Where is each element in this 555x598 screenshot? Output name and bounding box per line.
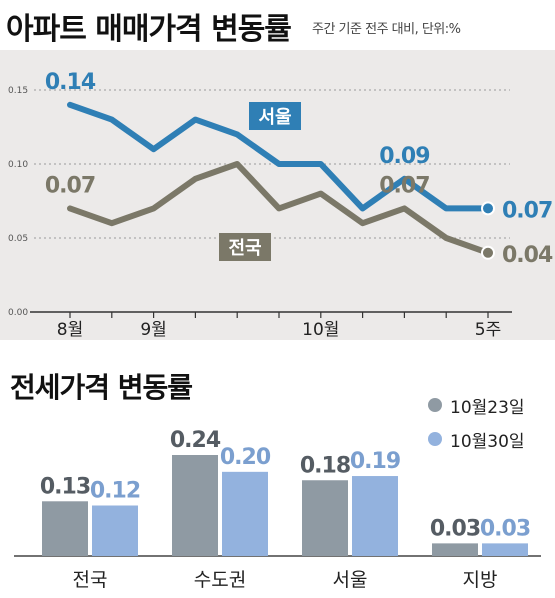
- y-tick-label: 0.15: [8, 86, 28, 96]
- x-tick-label: 5주: [475, 320, 501, 340]
- bar-value-label: 0.03: [430, 516, 480, 541]
- bar-value-label: 0.13: [40, 474, 90, 499]
- bar: [352, 476, 398, 556]
- data-label: 0.07: [502, 198, 552, 223]
- bar: [432, 543, 478, 556]
- category-label: 수도권: [194, 569, 246, 591]
- line-chart: 0.00 0.05 0.10 0.15 8월 9월 10월 5주 0.14 0.09 0.07 서울 0…: [8, 70, 554, 340]
- line-chart-title: 아파트 매매가격 변동률: [6, 12, 292, 47]
- category-label: 지방: [463, 569, 498, 591]
- bar-chart: 0.13 0.12 전국 0.240.20 수도권 0.18 0.19 서울 0.03 0.03 지…: [14, 428, 541, 591]
- legend-dot-series-2: [428, 432, 442, 446]
- bar: [172, 455, 218, 556]
- legend-label-series-1: 10월23일: [450, 397, 525, 418]
- legend-dot-series-1: [428, 398, 442, 412]
- series-name-tag-label: 전국: [228, 238, 261, 259]
- legend-label-series-2: 10월30일: [450, 431, 525, 452]
- data-label: 0.04: [502, 243, 553, 268]
- y-tick-label: 0.05: [8, 234, 28, 244]
- line-chart-subtitle: 주간 기준 전주 대비, 단위:%: [312, 22, 461, 37]
- data-label: 0.14: [45, 70, 96, 95]
- category-label: 전국: [73, 569, 108, 591]
- series-end-point-2: [481, 245, 495, 260]
- series-line-1: [67, 101, 491, 212]
- series-name-tag-label: 서울: [258, 107, 291, 128]
- bar-value-label: 0.03: [480, 516, 530, 541]
- bar: [482, 543, 528, 556]
- series-line-2: [67, 161, 491, 256]
- bar-value-label: 0.18: [300, 453, 350, 478]
- bar: [302, 480, 348, 556]
- bar-value-label: 0.12: [90, 479, 140, 504]
- x-tick-label: 10월: [302, 320, 339, 340]
- data-label: 0.09: [379, 144, 429, 169]
- bar-value-label: 0.24: [170, 428, 221, 453]
- series-name-tag-2: 전국: [219, 233, 271, 261]
- bar-value-label: 0.20: [220, 445, 271, 470]
- series-name-tag-box: [249, 102, 301, 130]
- legend-item-series-1: 10월23일: [428, 388, 525, 422]
- y-tick-label: 0.10: [8, 160, 28, 170]
- y-tick-label: 0.00: [8, 308, 28, 318]
- series-name-tag-box: [219, 233, 271, 261]
- bar-value-label: 0.19: [350, 449, 400, 474]
- category-label: 서울: [333, 569, 368, 591]
- bar: [92, 505, 138, 556]
- bar-chart-title: 전세가격 변동률: [10, 371, 193, 404]
- data-label: 0.07: [45, 173, 95, 198]
- data-label: 0.07: [379, 173, 429, 198]
- bar-chart-legend: 10월23일 10월30일: [428, 388, 525, 456]
- line-chart-panel: [0, 50, 555, 340]
- legend-item-series-2: 10월30일: [428, 422, 525, 456]
- bar: [222, 471, 268, 556]
- series-name-tag-1: 서울: [249, 102, 301, 130]
- x-tick-label: 9월: [140, 320, 166, 340]
- x-tick-label: 8월: [57, 320, 83, 340]
- bar: [42, 501, 88, 556]
- series-end-point-1: [481, 201, 495, 216]
